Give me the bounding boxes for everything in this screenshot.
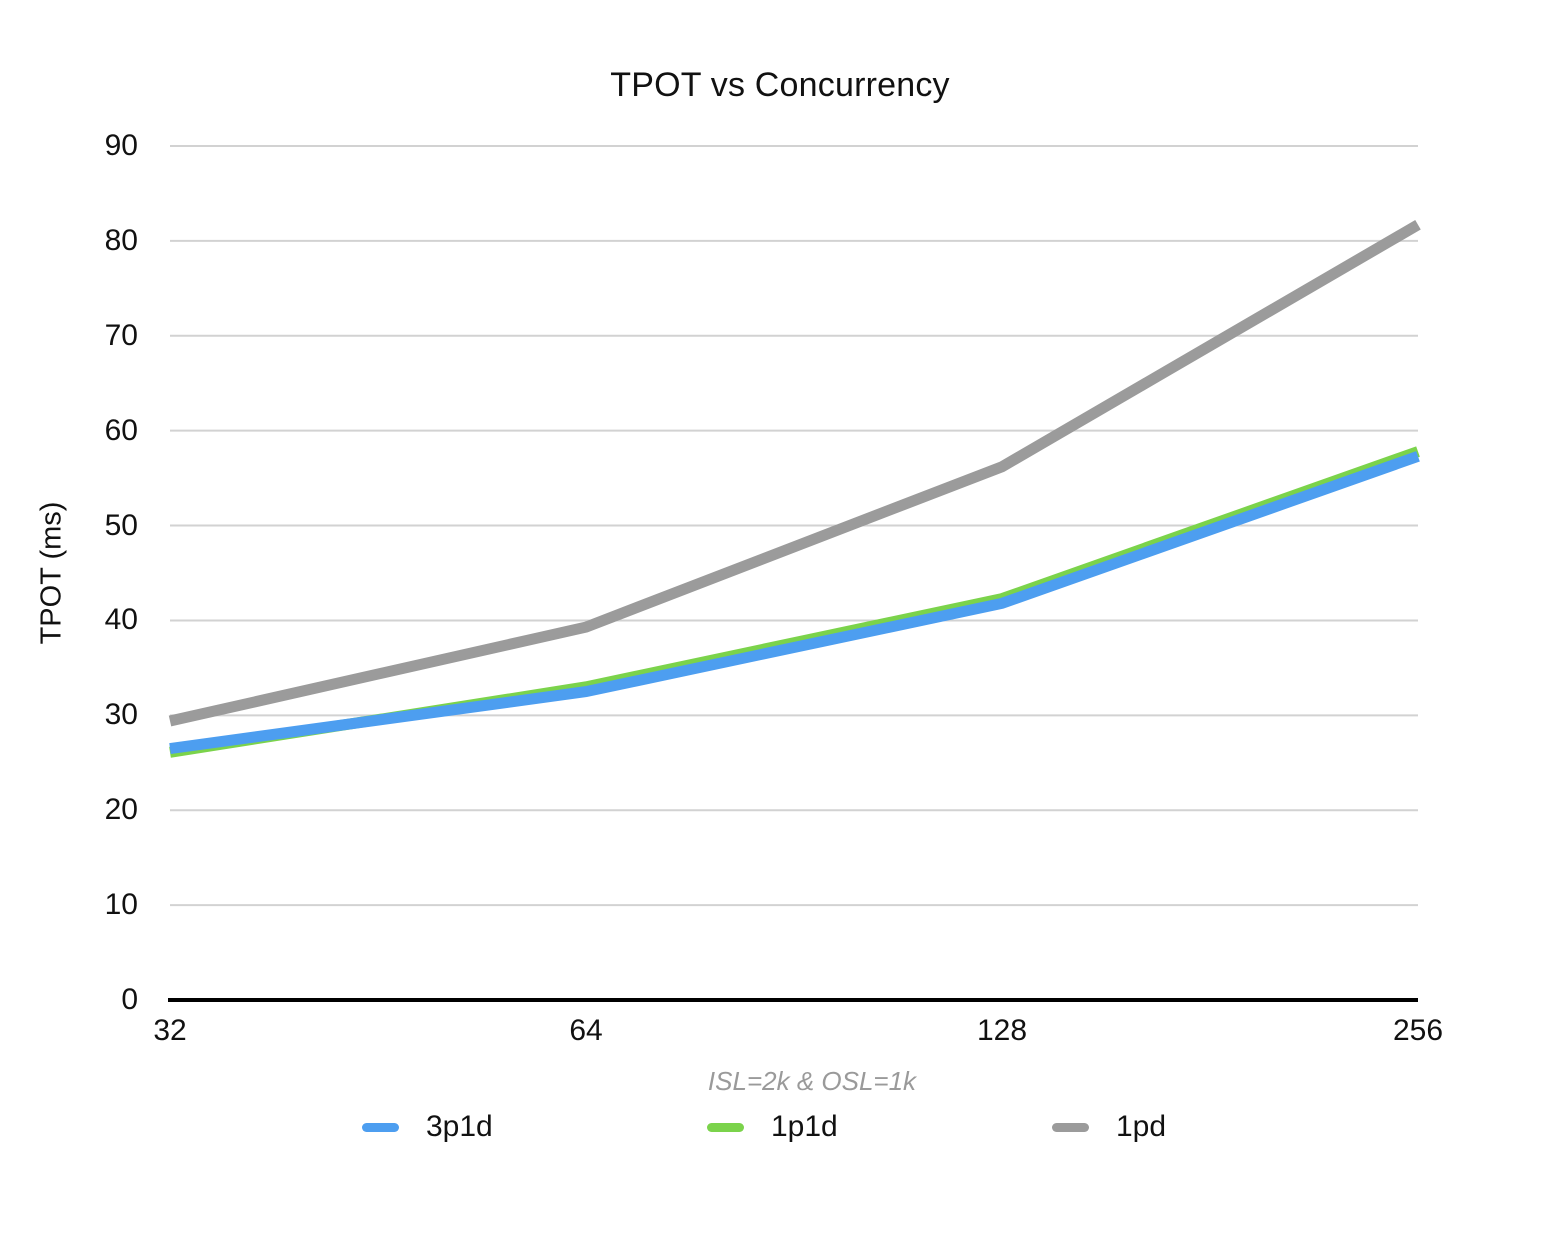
legend-item-1pd: 1pd [1052, 1110, 1397, 1144]
y-tick-label-50: 50 [104, 508, 138, 542]
x-axis-annotation: ISL=2k & OSL=1k [707, 1066, 917, 1096]
y-tick-label-60: 60 [104, 413, 138, 447]
x-tick-label-64: 64 [569, 1014, 603, 1047]
y-tick-label-10: 10 [104, 888, 138, 922]
legend-item-3p1d: 3p1d [362, 1110, 707, 1144]
y-tick-label-40: 40 [104, 603, 138, 637]
x-tick-label-256: 256 [1392, 1014, 1444, 1047]
y-tick-label-30: 30 [104, 698, 138, 732]
y-tick-label-70: 70 [104, 318, 138, 352]
y-tick-label-80: 80 [104, 223, 138, 257]
legend-label-1p1d: 1p1d [771, 1110, 838, 1143]
series-line-3p1d [169, 451, 1420, 754]
legend-swatch-1pd [1052, 1122, 1089, 1132]
legend-swatch-3p1d [362, 1122, 399, 1132]
chart-title: TPOT vs Concurrency [610, 66, 950, 104]
y-tick-label-90: 90 [104, 129, 138, 162]
legend-swatch-1p1d [707, 1122, 744, 1132]
legend: 3p1d 1p1d 1pd [362, 1110, 1397, 1144]
y-tick-label-20: 20 [104, 793, 138, 827]
series-line-1pd [168, 220, 1421, 727]
x-tick-label-32: 32 [153, 1014, 187, 1047]
y-tick-label-0: 0 [121, 983, 138, 1016]
series-line-1p1d [169, 446, 1420, 758]
legend-label-1pd: 1pd [1116, 1110, 1167, 1143]
legend-item-1p1d: 1p1d [707, 1110, 1052, 1144]
x-tick-label-128: 128 [976, 1014, 1028, 1047]
legend-label-3p1d: 3p1d [426, 1110, 493, 1143]
